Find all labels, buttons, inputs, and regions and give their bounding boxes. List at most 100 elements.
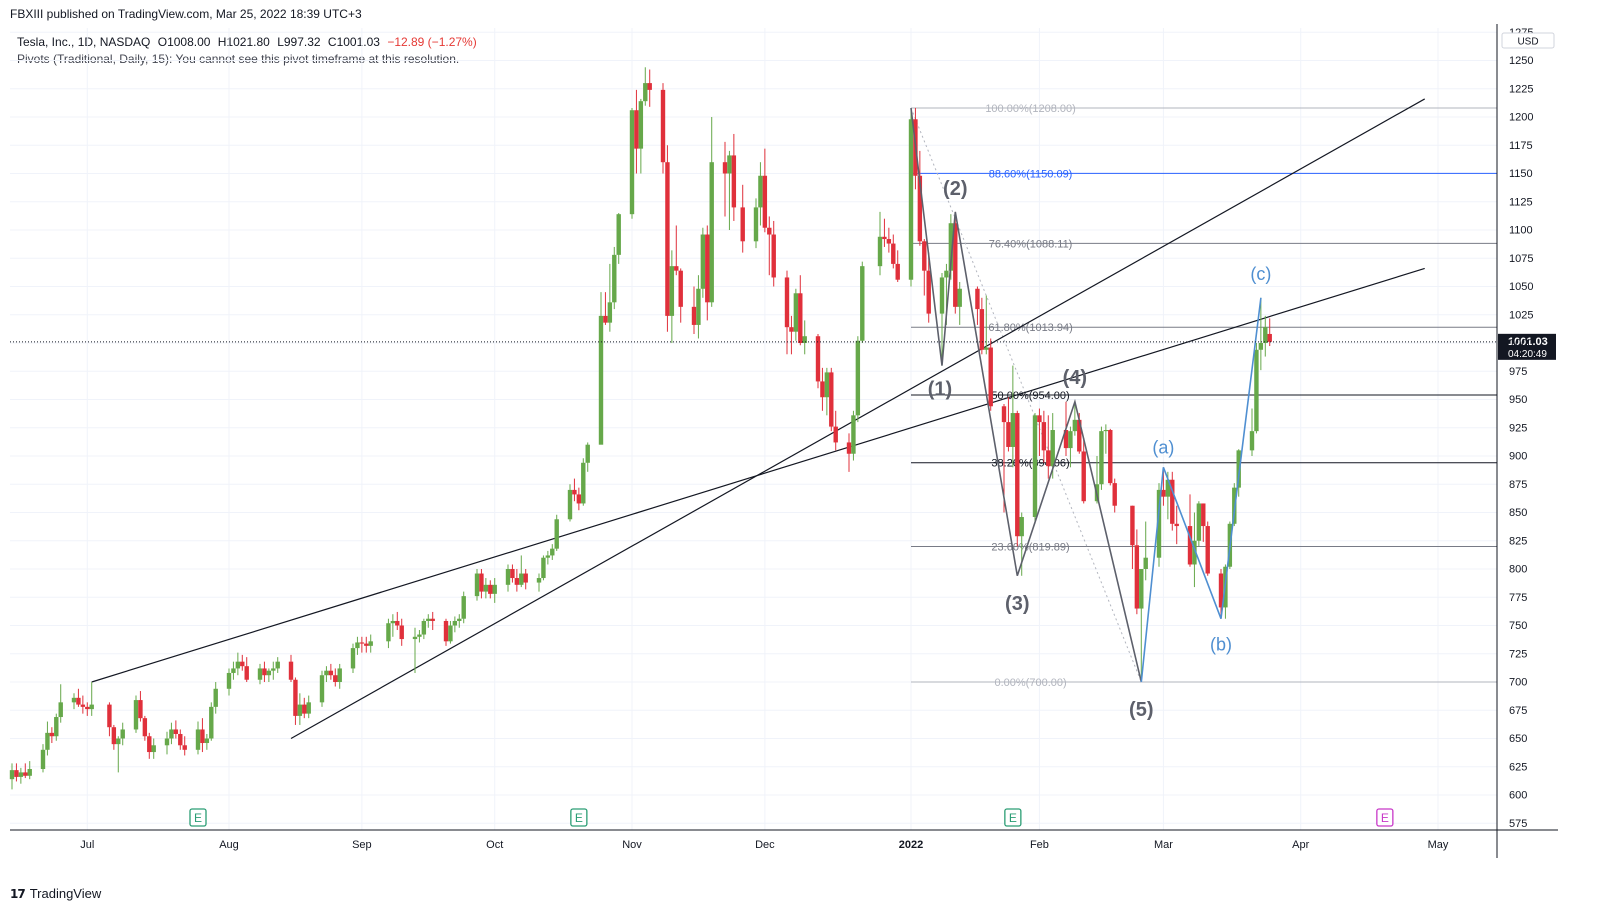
candle [514, 569, 520, 592]
candle-body [333, 675, 338, 682]
y-tick-label: 1200 [1509, 112, 1533, 124]
correction-wave-label: (a) [1152, 437, 1174, 457]
elliott-waves: (1) (2) (3) (4) (5) (a) (b) (c) [910, 107, 1271, 721]
candle [271, 661, 276, 680]
candle [727, 150, 732, 230]
candle-body [638, 101, 644, 149]
pivots-indicator-note[interactable]: Pivots (Traditional, Daily, 15): You can… [17, 52, 460, 66]
candle [200, 718, 205, 753]
last-price-value: 1001.03 [1508, 336, 1548, 348]
earnings-marker[interactable]: E [189, 808, 207, 827]
candle [598, 292, 604, 445]
candle [333, 668, 338, 687]
candle [541, 555, 546, 581]
candle-body [195, 729, 201, 750]
candle-body [399, 625, 404, 640]
candle-body [1063, 430, 1069, 449]
y-tick-label: 575 [1509, 818, 1527, 830]
candle [337, 663, 342, 689]
x-tick-label: Mar [1154, 839, 1173, 851]
candle [581, 458, 586, 506]
candle [421, 618, 427, 640]
candle-body [629, 110, 635, 215]
candle-body [120, 729, 125, 739]
candle [58, 684, 63, 723]
candle [178, 729, 183, 750]
candle-body [674, 266, 679, 271]
candle-body [917, 175, 923, 242]
earnings-marker[interactable]: E [1376, 808, 1394, 827]
candle-body [1015, 413, 1020, 537]
earnings-marker[interactable]: E [570, 808, 588, 827]
candle-body [550, 548, 555, 556]
candle-body [576, 494, 582, 504]
candle [523, 569, 528, 590]
candle-body [262, 668, 267, 676]
candle-body [572, 489, 577, 495]
candle-body [519, 573, 524, 585]
x-tick-label: Nov [622, 839, 642, 851]
candle-body [891, 243, 896, 264]
candle-body [1174, 523, 1179, 527]
candle-body [58, 702, 63, 718]
candle [793, 288, 799, 341]
candle [758, 162, 763, 226]
candle [147, 732, 152, 759]
candle [820, 367, 825, 411]
high-value: H1021.80 [217, 35, 270, 49]
change-value: −12.89 (−1.27%) [387, 35, 477, 49]
candle [1267, 318, 1272, 347]
candle-body [337, 668, 342, 682]
tradingview-brand-label: TradingView [29, 886, 102, 901]
candle-body [412, 636, 418, 640]
candle [1201, 503, 1206, 542]
y-tick-label: 1225 [1509, 83, 1533, 95]
candle [483, 578, 489, 599]
candle [395, 611, 400, 631]
candle-body [80, 704, 86, 707]
candle-body [306, 702, 311, 714]
candle-body [9, 770, 15, 780]
candle-body [1258, 343, 1264, 350]
candle-body [244, 666, 249, 680]
candle [151, 738, 156, 759]
candle [266, 668, 272, 682]
fib-level-label: 88.60%(1150.09) [989, 168, 1073, 180]
candle-body [138, 700, 143, 719]
candle-body [173, 729, 179, 734]
candle [585, 442, 590, 472]
earnings-marker-box [189, 808, 207, 827]
symbol-name[interactable]: Tesla, Inc., 1D, NASDAQ [17, 35, 151, 49]
candle-body [182, 745, 187, 750]
candle-series [9, 67, 1272, 790]
candle-body [359, 642, 365, 644]
candle-body [1068, 431, 1073, 449]
candle [700, 227, 706, 298]
candle [846, 433, 852, 472]
earnings-marker-box [1004, 808, 1022, 827]
candle-body [957, 288, 962, 307]
tradingview-brand[interactable]: 17 TradingView [10, 886, 101, 901]
y-tick-label: 625 [1509, 761, 1527, 773]
candle-body [882, 236, 887, 240]
candle [886, 227, 892, 253]
candle [505, 564, 511, 592]
candle [209, 702, 214, 741]
candle [917, 150, 923, 246]
y-tick-label: 1100 [1509, 225, 1533, 237]
earnings-marker-label: E [1381, 811, 1389, 825]
candle [288, 654, 294, 682]
candle [430, 611, 435, 631]
earnings-marker[interactable]: E [1004, 808, 1022, 827]
y-tick-label: 1025 [1509, 309, 1533, 321]
candle-body [355, 642, 360, 649]
candle [1032, 413, 1038, 524]
fib-level-label: 76.40%(1088.11) [989, 238, 1073, 250]
y-tick-label: 1125 [1509, 196, 1533, 208]
candle-body [395, 620, 400, 626]
candle-body [1006, 422, 1011, 447]
candle [133, 695, 139, 733]
candle [18, 767, 24, 784]
y-tick-label: 600 [1509, 790, 1527, 802]
